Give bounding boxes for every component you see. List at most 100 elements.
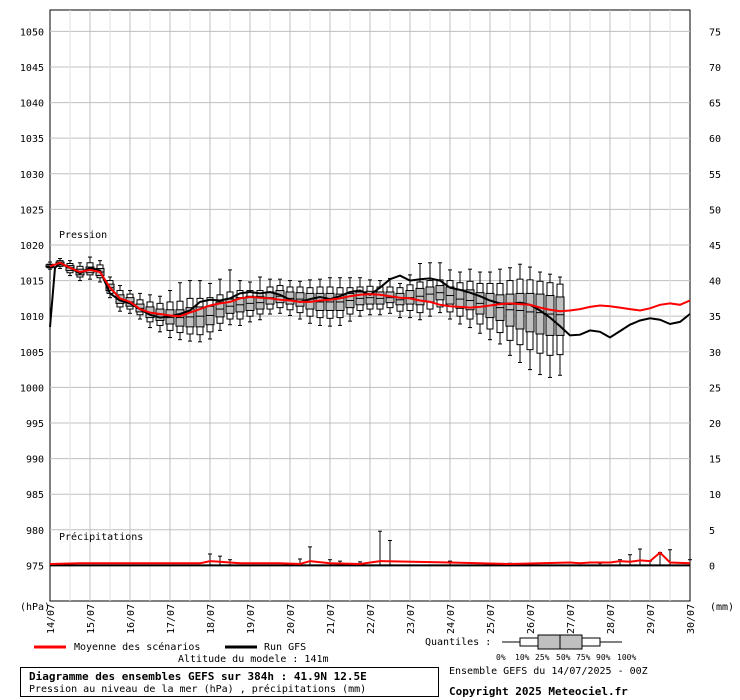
y-tick-left: 1035 [20,134,44,145]
box-162h [315,278,325,326]
box-294h [535,271,545,376]
box-252h [465,268,475,329]
x-tick-label: 25/07 [486,604,497,634]
x-tick-label: 24/07 [446,604,457,634]
box-inner [535,293,545,335]
x-tick-label: 26/07 [526,604,537,634]
box-198h [375,280,385,316]
y-tick-right: 50 [709,205,721,216]
x-tick-label: 20/07 [286,604,297,634]
box-102h [215,278,225,331]
y-tick-left: 1000 [20,383,44,394]
box-168h [325,277,335,327]
box-288h [525,266,535,371]
box-276h [505,267,515,356]
box-inner [395,292,405,306]
copyright: Copyright 2025 Meteociel.fr [449,685,628,698]
box-222h [415,262,425,321]
box-174h [335,277,345,326]
box-258h [475,271,485,334]
precip-label: Précipitations [59,531,143,543]
box-90h [195,280,205,343]
quantile-tick: 100% [617,653,636,662]
y-tick-left: 1030 [20,170,44,181]
series-lines [49,261,691,339]
x-tick-label: 27/07 [566,604,577,634]
y-tick-right: 0 [709,561,715,572]
x-tick-label: 21/07 [326,604,337,634]
box-282h [515,263,525,363]
legend-run-label: Run GFS [264,642,306,653]
quantile-tick: 75% [576,653,591,662]
y-tick-left: 1005 [20,348,44,359]
y-tick-right: 75 [709,27,721,38]
y-axis-right-ticks: 0 5 10 15 20 25 30 35 40 45 50 55 60 65 70 75 [709,27,721,572]
box-72h [165,290,175,339]
box-246h [455,271,465,325]
model-altitude: Altitude du modele : 141m [178,654,329,665]
y-tick-left: 990 [26,455,44,466]
y-tick-left: 1050 [20,27,44,38]
chart-title: Diagramme des ensembles GEFS sur 384h : … [29,670,367,683]
x-tick-label: 29/07 [646,604,657,634]
y-tick-left: 1015 [20,277,44,288]
box-270h [495,268,505,345]
box-192h [365,279,375,316]
y-tick-left: 1045 [20,63,44,74]
quantile-tick: 50% [556,653,571,662]
y-tick-right: 25 [709,383,721,394]
box-240h [445,269,455,320]
left-unit-label: (hPa) [20,602,50,613]
quantile-legend: 0% 10% 25% 50% 75% 90% 100% [496,634,636,662]
box-300h [545,273,555,378]
y-tick-left: 980 [26,526,44,537]
x-tick-label: 16/07 [126,604,137,634]
ensemble-boxes [45,256,565,378]
y-tick-right: 10 [709,490,721,501]
box-150h [295,280,305,320]
x-tick-label: 14/07 [46,604,57,634]
box-inner [555,296,565,336]
y-tick-right: 40 [709,277,721,288]
x-tick-label: 18/07 [206,604,217,634]
box-inner [525,292,535,333]
box-78h [175,282,185,341]
y-tick-right: 20 [709,419,721,430]
box-120h [245,281,255,323]
pressure-label: Pression [59,230,107,241]
right-unit-label: (mm) [710,602,734,613]
y-tick-left: 1020 [20,241,44,252]
chart-subtitle: Pression au niveau de la mer (hPa) , pré… [29,684,367,695]
x-tick-label: 22/07 [366,604,377,634]
y-tick-left: 975 [26,561,44,572]
x-axis-labels: 14/07 15/07 16/07 17/07 18/07 19/07 20/07 21/07… [46,604,697,634]
x-tick-label: 15/07 [86,604,97,634]
quantiles-label: Quantiles : [425,637,491,648]
x-tick-label: 30/07 [686,604,697,634]
box-96h [205,282,215,340]
run-gfs-line [49,262,691,339]
y-tick-right: 65 [709,99,721,110]
precipitation-series [49,530,692,567]
box-186h [355,277,365,317]
precip-mean-line [49,551,691,566]
ensemble-mean-line [49,261,691,318]
y-tick-right: 35 [709,312,721,323]
box-180h [345,277,355,322]
x-tick-label: 17/07 [166,604,177,634]
x-tick-label: 28/07 [606,604,617,634]
y-tick-right: 55 [709,170,721,181]
quantile-tick: 10% [515,653,530,662]
y-tick-right: 70 [709,63,721,74]
quantile-tick: 0% [496,653,506,662]
box-inner [515,292,525,330]
y-tick-right: 5 [709,526,715,537]
x-tick-label: 23/07 [406,604,417,634]
y-tick-left: 985 [26,490,44,501]
y-tick-left: 1025 [20,205,44,216]
y-tick-left: 1010 [20,312,44,323]
box-114h [235,280,245,326]
quantile-tick: 25% [535,653,550,662]
title-box: Diagramme des ensembles GEFS sur 384h : … [20,667,439,697]
